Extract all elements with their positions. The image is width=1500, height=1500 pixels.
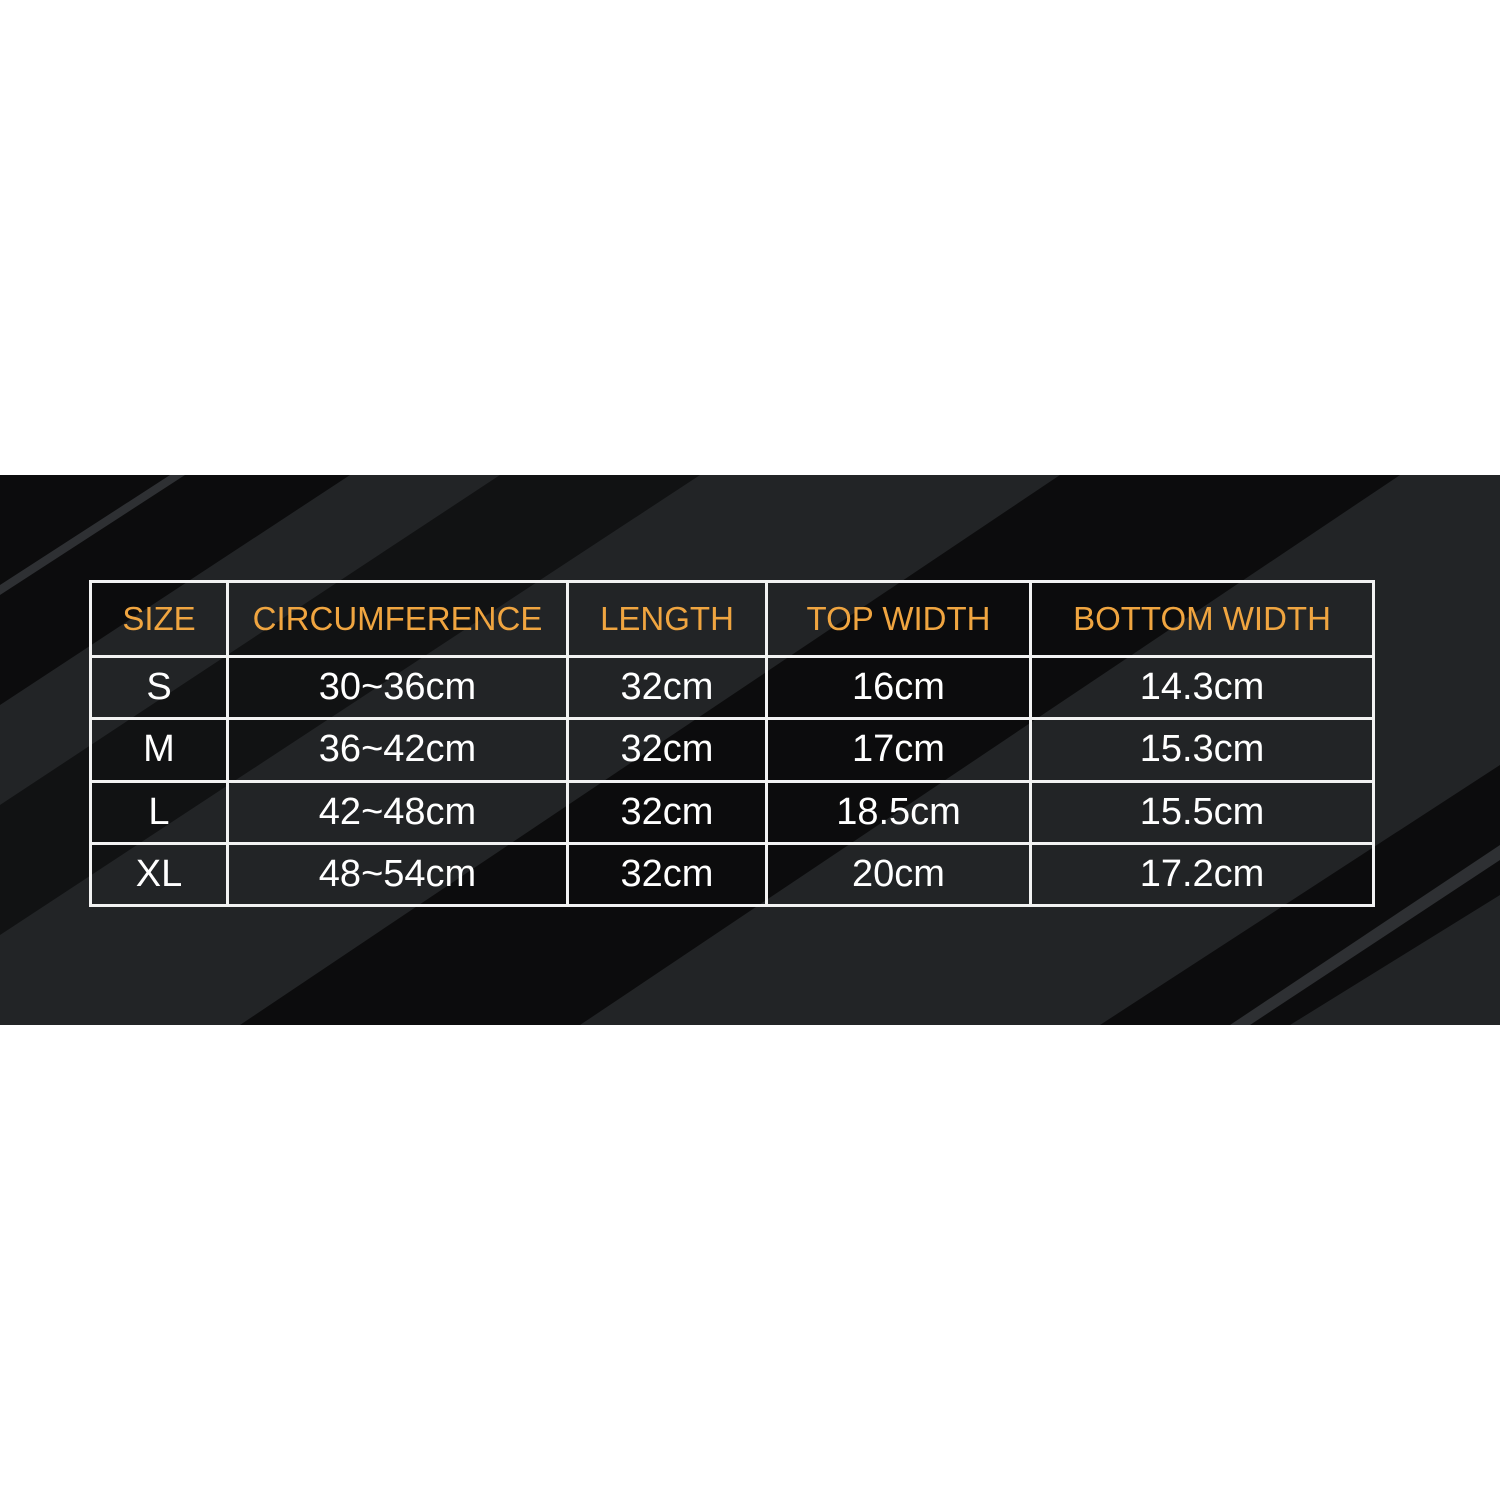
cell: M (89, 717, 229, 783)
cell: 32cm (566, 779, 768, 845)
cell: 17cm (765, 717, 1032, 783)
table-row: M 36~42cm 32cm 17cm 15.3cm (89, 717, 1375, 783)
cell: XL (89, 841, 229, 908)
cell: 30~36cm (226, 654, 569, 721)
cell: 32cm (566, 717, 768, 783)
size-table: SIZE CIRCUMFERENCE LENGTH TOP WIDTH BOTT… (89, 580, 1375, 908)
cell: 42~48cm (226, 779, 569, 845)
cell: L (89, 779, 229, 845)
cell: 17.2cm (1029, 841, 1375, 908)
size-chart-banner: SIZE CIRCUMFERENCE LENGTH TOP WIDTH BOTT… (0, 475, 1500, 1025)
stripe (1230, 845, 1500, 1025)
cell: S (89, 654, 229, 721)
cell: 32cm (566, 841, 768, 908)
header-bottom-width: BOTTOM WIDTH (1029, 580, 1375, 658)
header-circumference: CIRCUMFERENCE (226, 580, 569, 658)
cell: 18.5cm (765, 779, 1032, 845)
cell: 36~42cm (226, 717, 569, 783)
cell: 20cm (765, 841, 1032, 908)
header-length: LENGTH (566, 580, 768, 658)
header-top-width: TOP WIDTH (765, 580, 1032, 658)
header-size: SIZE (89, 580, 229, 658)
cell: 32cm (566, 654, 768, 721)
cell: 15.3cm (1029, 717, 1375, 783)
table-row: S 30~36cm 32cm 16cm 14.3cm (89, 654, 1375, 721)
table-header-row: SIZE CIRCUMFERENCE LENGTH TOP WIDTH BOTT… (89, 580, 1375, 658)
cell: 16cm (765, 654, 1032, 721)
cell: 15.5cm (1029, 779, 1375, 845)
cell: 48~54cm (226, 841, 569, 908)
stripe (0, 475, 185, 595)
cell: 14.3cm (1029, 654, 1375, 721)
table-row: L 42~48cm 32cm 18.5cm 15.5cm (89, 779, 1375, 845)
table-row: XL 48~54cm 32cm 20cm 17.2cm (89, 841, 1375, 908)
